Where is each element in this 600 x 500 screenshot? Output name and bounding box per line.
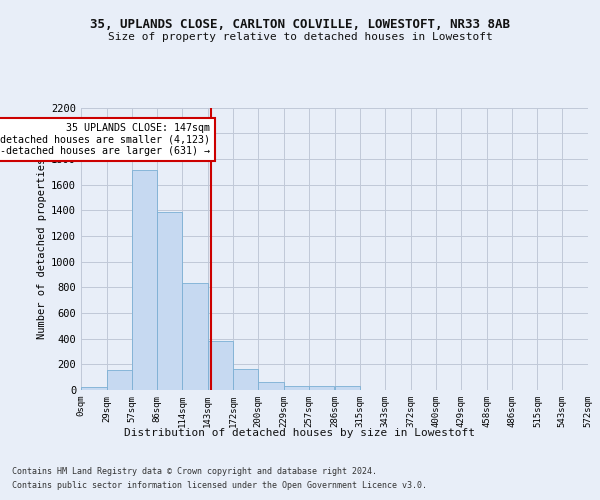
Bar: [131, 170, 157, 390]
Text: Size of property relative to detached houses in Lowestoft: Size of property relative to detached ho…: [107, 32, 493, 42]
Bar: [258, 382, 284, 390]
Bar: [233, 370, 258, 390]
Bar: [335, 386, 360, 390]
Text: Contains public sector information licensed under the Open Government Licence v3: Contains public sector information licen…: [12, 481, 427, 490]
Bar: [309, 386, 335, 390]
Bar: [81, 388, 107, 390]
Text: 35, UPLANDS CLOSE, CARLTON COLVILLE, LOWESTOFT, NR33 8AB: 35, UPLANDS CLOSE, CARLTON COLVILLE, LOW…: [90, 18, 510, 30]
Y-axis label: Number of detached properties: Number of detached properties: [37, 158, 47, 340]
Bar: [208, 341, 233, 390]
Bar: [284, 386, 309, 390]
Bar: [157, 212, 182, 390]
Text: Contains HM Land Registry data © Crown copyright and database right 2024.: Contains HM Land Registry data © Crown c…: [12, 468, 377, 476]
Bar: [182, 283, 208, 390]
Bar: [107, 370, 131, 390]
Text: Distribution of detached houses by size in Lowestoft: Distribution of detached houses by size …: [125, 428, 476, 438]
Text: 35 UPLANDS CLOSE: 147sqm
← 86% of detached houses are smaller (4,123)
13% of sem: 35 UPLANDS CLOSE: 147sqm ← 86% of detach…: [0, 123, 209, 156]
